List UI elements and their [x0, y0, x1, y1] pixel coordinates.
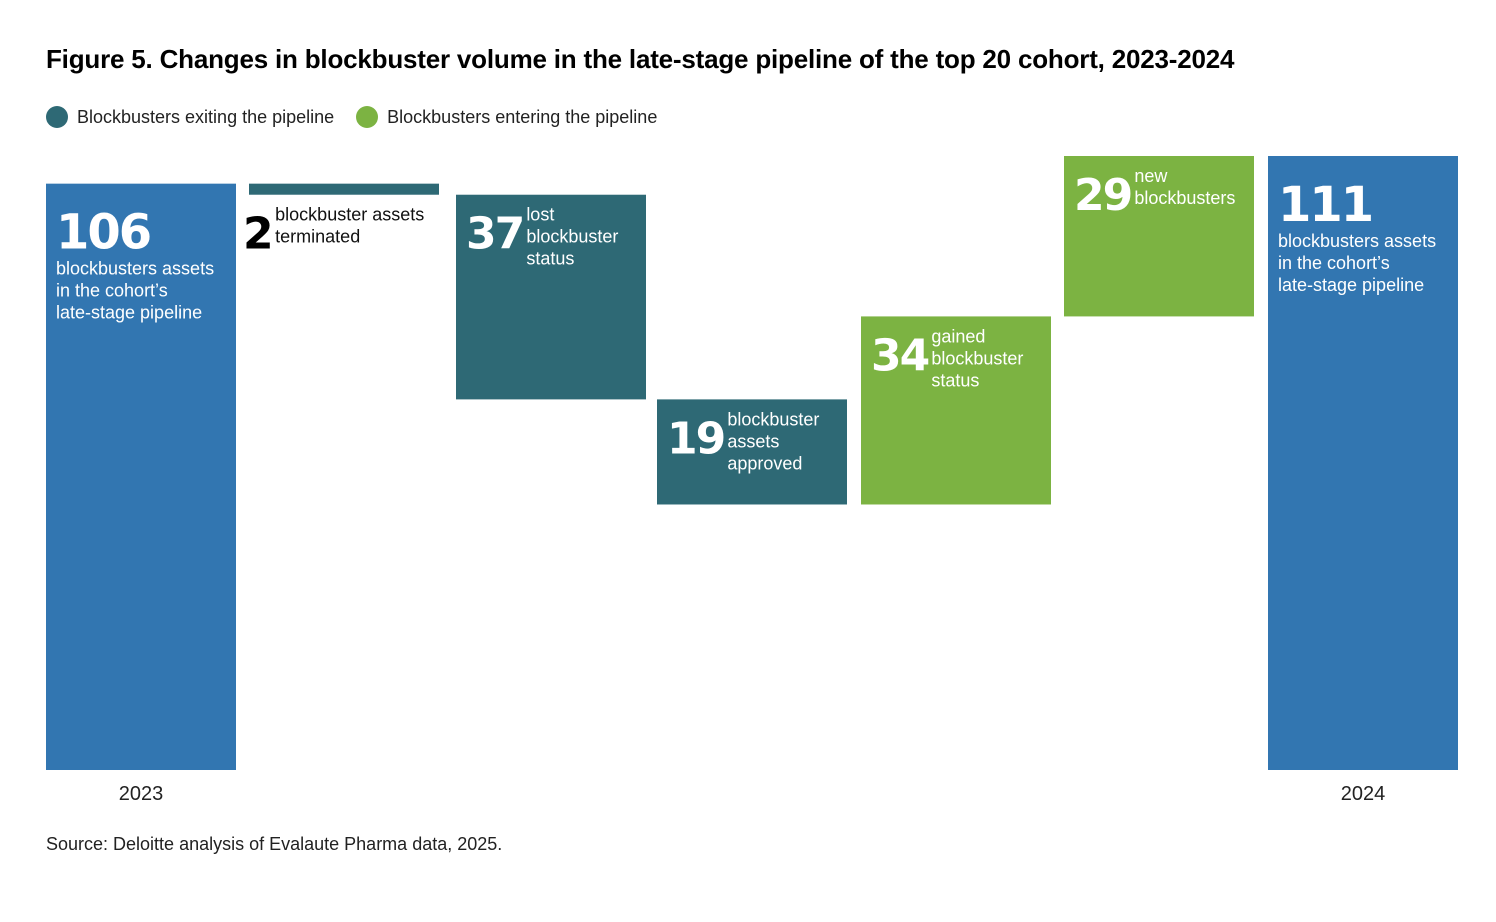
bar-description-label: blockbusters assets in the cohort’s late-s…	[56, 259, 214, 323]
bar-value-label: 34	[871, 330, 929, 381]
waterfall-bar	[657, 399, 847, 505]
waterfall-bar	[1064, 156, 1254, 317]
bar-description-label: lost blockbuster status	[526, 205, 618, 269]
bar-description-line: blockbuster	[526, 227, 618, 247]
waterfall-bar	[861, 316, 1051, 505]
legend-label-entering: Blockbusters entering the pipeline	[387, 106, 658, 127]
bar-description-line: blockbusters	[1134, 188, 1235, 208]
bar-description-line: blockbusters assets	[1278, 231, 1436, 251]
bar-description-line: in the cohort’s	[56, 281, 168, 301]
source-note: Source: Deloitte analysis of Evalaute Ph…	[46, 834, 503, 854]
bar-description-line: terminated	[275, 227, 360, 247]
waterfall-bar-group: 37 lost blockbuster status	[456, 194, 646, 400]
bar-value-label: 2	[243, 209, 272, 260]
legend-item-exiting: Blockbusters exiting the pipeline	[46, 106, 334, 128]
bar-description-line: blockbuster	[931, 348, 1023, 368]
legend-item-entering: Blockbusters entering the pipeline	[356, 106, 657, 128]
bar-description-label: blockbusters assets in the cohort’s late-s…	[1278, 231, 1436, 295]
bar-description-line: assets	[727, 431, 779, 451]
bar-description-line: gained	[931, 326, 985, 346]
bar-description-label: new blockbusters	[1134, 166, 1235, 208]
chart-title: Figure 5. Changes in blockbuster volume …	[46, 44, 1235, 74]
bar-description-line: blockbuster assets	[275, 205, 424, 225]
x-axis-tick-label: 2024	[1341, 783, 1386, 805]
waterfall-bar-group: 19 blockbuster assets approved	[657, 399, 847, 505]
bar-description-line: lost	[526, 205, 554, 225]
bar-description-line: status	[526, 249, 574, 269]
waterfall-bar-group: 34 gained blockbuster status	[861, 316, 1051, 505]
bar-value-label: 29	[1074, 170, 1131, 221]
legend-swatch-entering	[356, 106, 379, 128]
bar-value-label: 37	[466, 209, 523, 260]
legend: Blockbusters exiting the pipeline Blockb…	[46, 106, 679, 128]
bar-description-line: in the cohort’s	[1278, 253, 1390, 273]
bar-description-line: status	[931, 370, 979, 390]
legend-swatch-exiting	[46, 106, 68, 128]
legend-label-exiting: Blockbusters exiting the pipeline	[77, 106, 335, 127]
bar-description-line: new	[1134, 166, 1168, 186]
bar-description-line: blockbuster	[727, 409, 819, 429]
bar-description-line: late-stage pipeline	[56, 303, 202, 323]
bar-value-label: 106	[56, 205, 150, 261]
x-axis-tick-label: 2023	[119, 783, 164, 805]
bar-description-label: blockbuster assets terminated	[275, 205, 424, 247]
bar-value-label: 19	[667, 413, 724, 464]
bar-value-label: 111	[1278, 177, 1372, 233]
bar-description-line: blockbusters assets	[56, 259, 214, 279]
waterfall-bar-group: 2 blockbuster assets terminated	[243, 183, 439, 260]
waterfall-bar	[1268, 156, 1458, 770]
waterfall-bar-group: 29 new blockbusters	[1064, 156, 1254, 317]
waterfall-bar	[249, 183, 439, 195]
waterfall-bar	[46, 183, 236, 770]
waterfall-bar	[456, 194, 646, 400]
bar-description-label: blockbuster assets approved	[727, 409, 819, 473]
bar-description-label: gained blockbuster status	[931, 326, 1023, 390]
bar-description-line: approved	[727, 453, 802, 473]
bar-description-line: late-stage pipeline	[1278, 275, 1424, 295]
